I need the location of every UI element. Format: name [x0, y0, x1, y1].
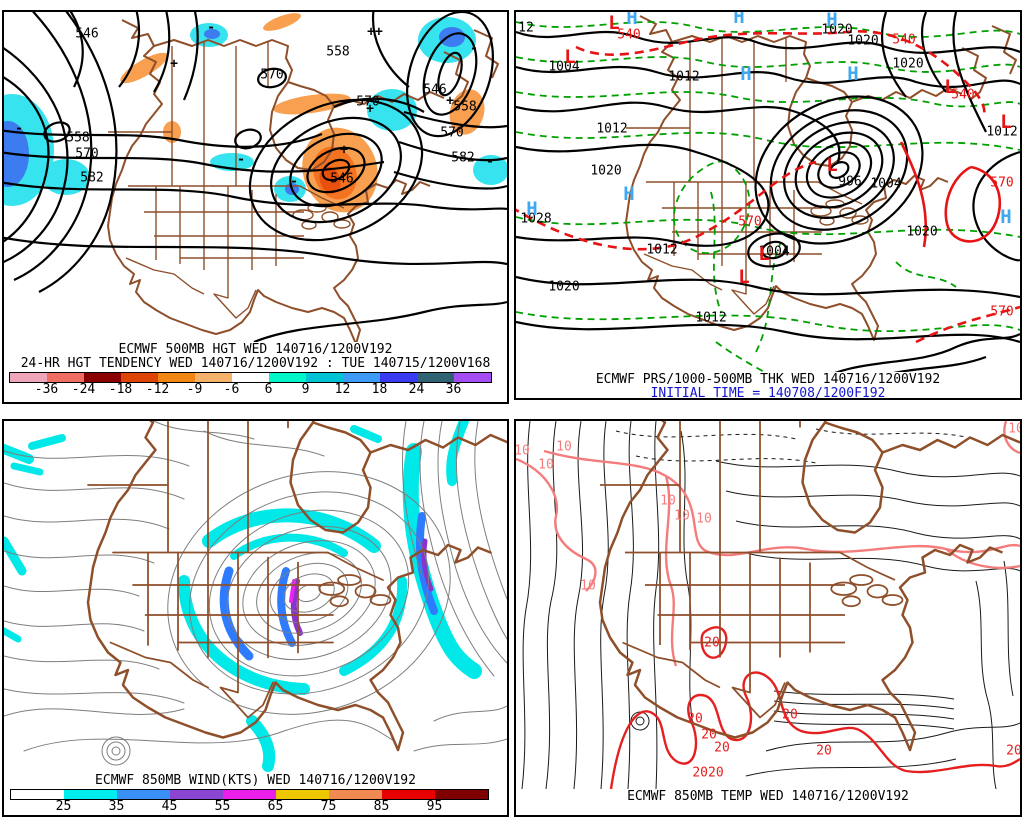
colorbar-tick-label: -18 — [108, 382, 133, 397]
colorbar-tick-label: 9 — [301, 382, 310, 397]
map-850mb-wind — [4, 421, 507, 773]
colorbar-tick-label: 85 — [373, 799, 390, 814]
map-pressure-thickness: 12 1004 1012 1012 1020 1028 1020 1012 1012 1004 10… — [516, 12, 1020, 372]
colorbar-tick-label: 95 — [426, 799, 443, 814]
colorbar-swatch — [84, 373, 121, 382]
colorbar-swatch — [329, 790, 382, 799]
colorbar-swatch — [343, 373, 380, 382]
colorbar-tick-label: 18 — [371, 382, 388, 397]
colorbar-swatch — [417, 373, 454, 382]
colorbar-swatch — [454, 373, 491, 382]
colorbar-swatch — [10, 373, 47, 382]
colorbar-swatch — [47, 373, 84, 382]
colorbar-tick-label: -9 — [186, 382, 203, 397]
colorbar-swatch — [170, 790, 223, 799]
colorbar-tick-label: 75 — [320, 799, 337, 814]
map-500mb-height: 546 558 570 570 546 558 570 582 546 558 570 582 + + + +… — [4, 12, 507, 342]
colorbar-tick-label: 24 — [408, 382, 425, 397]
tendency-colorbar — [9, 372, 492, 383]
colorbar-swatch — [158, 373, 195, 382]
panel2-title: ECMWF PRS/1000-500MB THK WED 140716/1200… — [595, 372, 941, 387]
panel2-initial-time: INITIAL TIME = 140708/1200F192 — [650, 386, 886, 400]
panel4-title: ECMWF 850MB TEMP WED 140716/1200V192 — [627, 789, 909, 804]
panel3-title: ECMWF 850MB WIND(KTS) WED 140716/1200V19… — [95, 773, 416, 788]
colorbar-swatch — [11, 790, 64, 799]
colorbar-swatch — [306, 373, 343, 382]
colorbar-tick-label: -12 — [145, 382, 170, 397]
colorbar-swatch — [269, 373, 306, 382]
colorbar-swatch — [232, 373, 269, 382]
colorbar-swatch — [223, 790, 276, 799]
colorbar-swatch — [117, 790, 170, 799]
colorbar-swatch — [435, 790, 488, 799]
wind-colorbar — [10, 789, 489, 800]
colorbar-swatch — [382, 790, 435, 799]
colorbar-tick-label: 25 — [55, 799, 72, 814]
panel-850mb-temp: 1010101010101010202020202020202020 ECMWF… — [514, 419, 1022, 817]
map-canvas-wind — [4, 421, 507, 772]
colorbar-tick-label: 55 — [214, 799, 231, 814]
panel-500mb-height: 546 558 570 570 546 558 570 582 546 558 570 582 + + + +… — [2, 10, 509, 404]
colorbar-tick-label: 36 — [445, 382, 462, 397]
map-canvas-temp — [516, 421, 1020, 789]
colorbar-tick-label: 6 — [264, 382, 273, 397]
colorbar-tick-label: -36 — [34, 382, 59, 397]
colorbar-tick-label: 65 — [267, 799, 284, 814]
map-850mb-temp: 1010101010101010202020202020202020 — [516, 421, 1020, 789]
colorbar-swatch — [121, 373, 158, 382]
colorbar-swatch — [380, 373, 417, 382]
map-canvas-thickness — [516, 12, 1020, 372]
panel-pressure-thickness: 12 1004 1012 1012 1020 1028 1020 1012 1012 1004 10… — [514, 10, 1022, 400]
panel1-subtitle: 24-HR HGT TENDENCY WED 140716/1200V192 :… — [20, 356, 491, 371]
wind-colorbar-ticks: 25 35 45 55 65 75 85 95 — [37, 800, 507, 814]
colorbar-swatch — [195, 373, 232, 382]
tendency-colorbar-ticks: -36 -24 -18 -12 -9 -6 6 9 12 18 24 36 — [28, 383, 507, 397]
colorbar-swatch — [276, 790, 329, 799]
colorbar-tick-label: -6 — [223, 382, 240, 397]
colorbar-tick-label: 35 — [108, 799, 125, 814]
colorbar-tick-label: 45 — [161, 799, 178, 814]
colorbar-tick-label: -24 — [71, 382, 96, 397]
colorbar-swatch — [64, 790, 117, 799]
panel-850mb-wind: ECMWF 850MB WIND(KTS) WED 140716/1200V19… — [2, 419, 509, 817]
colorbar-tick-label: 12 — [334, 382, 351, 397]
map-canvas-500mb — [4, 12, 507, 342]
panel1-title: ECMWF 500MB HGT WED 140716/1200V192 — [118, 342, 393, 357]
